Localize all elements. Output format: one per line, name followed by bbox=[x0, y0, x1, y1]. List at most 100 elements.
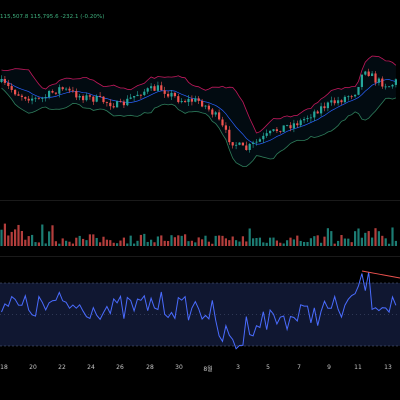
volume-bar bbox=[184, 234, 187, 246]
candle bbox=[350, 94, 353, 100]
volume-bar bbox=[17, 224, 20, 246]
candle bbox=[374, 71, 377, 86]
candle bbox=[177, 93, 180, 104]
volume-bar bbox=[313, 236, 316, 246]
volume-bar bbox=[173, 237, 176, 246]
rsi-indicator bbox=[1, 270, 400, 350]
candle bbox=[68, 86, 71, 93]
volume-bar bbox=[68, 241, 71, 246]
time-axis-label: 24 bbox=[87, 364, 95, 371]
volume-bar bbox=[320, 242, 323, 246]
volume-bar bbox=[10, 231, 13, 246]
candle bbox=[48, 89, 51, 100]
candle bbox=[228, 126, 231, 145]
candle bbox=[340, 99, 343, 105]
candle bbox=[184, 99, 187, 103]
candle bbox=[231, 142, 234, 149]
candle bbox=[384, 83, 387, 90]
volume-bar bbox=[75, 237, 78, 246]
candle bbox=[109, 99, 112, 110]
time-axis-label: 30 bbox=[175, 364, 183, 371]
candle bbox=[303, 116, 306, 124]
volume-bar bbox=[303, 241, 306, 246]
candle bbox=[122, 99, 125, 108]
volume-bar bbox=[228, 240, 231, 246]
volume-bar bbox=[241, 236, 244, 246]
candle bbox=[143, 88, 146, 97]
ohlc-readout: 115,507.8 115,795.6 -232.1 (-0.20%) bbox=[0, 14, 105, 20]
candle bbox=[10, 83, 13, 93]
volume-bar bbox=[163, 240, 166, 246]
volume-bar bbox=[258, 237, 261, 246]
candle bbox=[299, 118, 302, 128]
candle bbox=[126, 95, 129, 107]
volume-bar bbox=[371, 237, 374, 246]
volume-bar bbox=[252, 238, 255, 246]
time-axis-label: 8월 bbox=[203, 366, 213, 373]
volume-bar bbox=[190, 240, 193, 246]
candle bbox=[275, 127, 278, 133]
volume-bar bbox=[3, 223, 6, 246]
pane-separator-rsi[interactable] bbox=[0, 256, 400, 257]
rsi-pane bbox=[0, 282, 400, 347]
bollinger-bands bbox=[1, 55, 397, 167]
volume-bar bbox=[248, 228, 251, 246]
candle bbox=[173, 91, 176, 98]
candle bbox=[333, 97, 336, 106]
volume-bar bbox=[194, 242, 197, 246]
candle bbox=[364, 70, 367, 76]
volume-bar bbox=[357, 228, 360, 246]
volume-bar bbox=[27, 236, 30, 246]
candle bbox=[221, 116, 224, 128]
volume-bar bbox=[343, 238, 346, 246]
candle bbox=[377, 77, 380, 86]
volume-bar bbox=[272, 237, 275, 246]
candle bbox=[337, 96, 340, 106]
volume-bar bbox=[65, 240, 68, 246]
candle bbox=[153, 84, 156, 91]
volume-bar bbox=[7, 235, 10, 246]
volume-bar bbox=[160, 235, 163, 246]
volume-bar bbox=[61, 238, 64, 246]
candle bbox=[292, 119, 295, 133]
time-axis-label: 18 bbox=[0, 364, 8, 371]
volume-bar bbox=[167, 241, 170, 246]
volume-bar bbox=[82, 238, 85, 246]
volume-bar bbox=[381, 235, 384, 246]
volume-bar bbox=[289, 237, 292, 246]
candle bbox=[129, 93, 132, 100]
volume-bar bbox=[54, 241, 57, 246]
volume-bar bbox=[143, 233, 146, 246]
bb-upper-line bbox=[1, 55, 397, 134]
volume-bar bbox=[126, 243, 129, 246]
candle bbox=[289, 122, 292, 132]
candle bbox=[14, 88, 17, 96]
volume-bar bbox=[391, 227, 394, 246]
candle bbox=[347, 95, 350, 101]
candle bbox=[343, 95, 346, 103]
candle bbox=[150, 83, 153, 92]
candle bbox=[286, 124, 289, 127]
volume-bar bbox=[71, 243, 74, 246]
volume-bar bbox=[92, 234, 95, 246]
pane-separator-volume[interactable] bbox=[0, 200, 400, 201]
volume-bar bbox=[292, 239, 295, 246]
candle bbox=[272, 128, 275, 133]
time-axis-label: 11 bbox=[354, 364, 362, 371]
candle bbox=[258, 137, 261, 142]
candle bbox=[330, 96, 333, 106]
candle bbox=[37, 97, 40, 100]
volume-bar bbox=[119, 240, 122, 246]
volume-bar bbox=[323, 236, 326, 246]
candle bbox=[388, 86, 391, 88]
volume-bar bbox=[245, 241, 248, 246]
time-axis-label: 22 bbox=[58, 364, 66, 371]
volume-bar bbox=[330, 231, 333, 246]
time-axis[interactable]: 18 20 22 24 26 28 30 8월 3 5 7 9 11 13 bbox=[0, 362, 400, 376]
candle bbox=[136, 91, 139, 97]
candle bbox=[197, 96, 200, 105]
candle bbox=[245, 141, 248, 151]
volume-bar bbox=[51, 225, 54, 246]
